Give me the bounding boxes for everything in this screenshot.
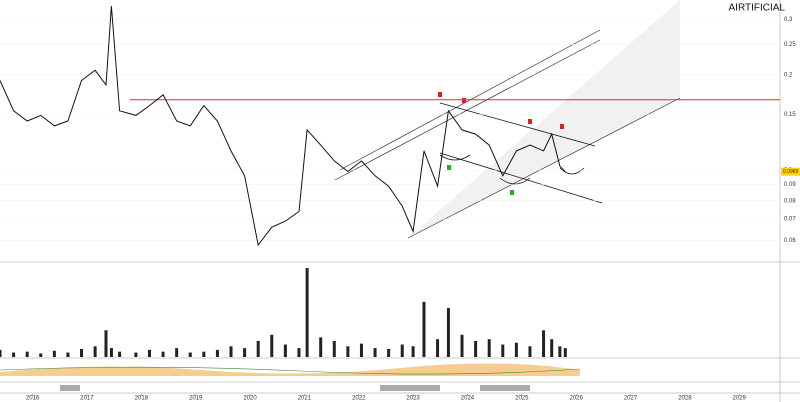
- volume-bar: [373, 348, 377, 357]
- volume-bar: [542, 330, 546, 357]
- indicator-strip: [60, 385, 80, 391]
- chart-title: AIRTIFICIAL: [729, 3, 786, 14]
- volume-bar: [487, 339, 491, 357]
- marker: [510, 190, 514, 195]
- volume-bar: [346, 346, 350, 357]
- y-tick-label: 0.25: [784, 42, 796, 48]
- volume-bar: [66, 352, 70, 357]
- marker: [462, 98, 466, 103]
- indicator-strip: [380, 385, 440, 391]
- trend-line: [439, 102, 596, 147]
- volume-bar: [80, 348, 84, 357]
- x-tick-label: 2016: [26, 396, 40, 402]
- volume-bar: [332, 340, 336, 357]
- volume-bar: [0, 349, 2, 357]
- y-tick-label: 0.3: [784, 17, 793, 23]
- arc: [499, 177, 531, 185]
- x-tick-label: 2023: [406, 396, 420, 402]
- x-tick-label: 2018: [135, 396, 149, 402]
- indicator-line: [0, 366, 581, 375]
- volume-bar: [411, 346, 415, 357]
- x-tick-label: 2017: [80, 396, 94, 402]
- marker: [447, 165, 451, 170]
- volume-bar: [563, 348, 567, 357]
- volume-bar: [188, 352, 192, 357]
- last-price-box: [781, 167, 800, 176]
- volume-bar: [387, 348, 391, 357]
- volume-bar: [446, 308, 450, 357]
- x-tick-label: 2019: [189, 396, 203, 402]
- arc: [439, 154, 471, 161]
- volume-bar: [215, 349, 219, 357]
- volume-bar: [147, 349, 151, 357]
- x-tick-label: 2025: [515, 396, 529, 402]
- marker: [438, 92, 442, 97]
- x-tick-label: 2021: [298, 396, 312, 402]
- volume-bar: [109, 348, 113, 357]
- channel-line: [334, 39, 601, 181]
- volume-bar: [39, 353, 43, 357]
- volume-bar: [93, 346, 97, 357]
- volume-bar: [550, 339, 554, 357]
- volume-bar: [25, 351, 29, 357]
- x-tick-label: 2028: [678, 396, 692, 402]
- price-line: [0, 6, 566, 247]
- x-tick-label: 2022: [352, 396, 366, 402]
- volume-bar: [52, 350, 56, 357]
- x-tick-label: 2029: [733, 396, 747, 402]
- channel-fill: [408, 0, 680, 238]
- volume-bar: [243, 348, 247, 357]
- volume-bar: [474, 340, 478, 357]
- volume-bar: [359, 343, 363, 357]
- volume-bar: [270, 334, 274, 357]
- x-tick-label: 2027: [624, 396, 638, 402]
- channel-line: [407, 97, 681, 239]
- volume-bar: [528, 346, 532, 357]
- volume-bar: [400, 344, 404, 357]
- y-tick-label: 0.2: [784, 72, 793, 78]
- volume-bar: [305, 268, 309, 357]
- volume-bar: [297, 348, 301, 357]
- marker: [528, 119, 532, 124]
- volume-bar: [134, 352, 138, 357]
- x-tick-label: 2024: [461, 396, 475, 402]
- volume-bar: [104, 330, 108, 357]
- marker: [560, 124, 564, 129]
- y-tick-label: 0.07: [784, 217, 796, 223]
- y-tick-label: 0.08: [784, 198, 796, 204]
- indicator-area: [0, 363, 580, 376]
- x-tick-label: 2026: [569, 396, 583, 402]
- volume-bar: [460, 334, 464, 357]
- volume-bar: [118, 351, 122, 357]
- y-tick-label: 0.06: [784, 238, 796, 244]
- volume-bar: [514, 342, 518, 357]
- x-tick-label: 2020: [243, 396, 257, 402]
- volume-bar: [422, 301, 426, 357]
- volume-bar: [501, 344, 505, 357]
- y-tick-label: 0.09: [784, 182, 796, 188]
- volume-bar: [436, 339, 440, 357]
- volume-bar: [319, 337, 323, 357]
- trend-line: [439, 152, 603, 204]
- y-tick-label: 0.15: [784, 112, 796, 118]
- arc: [559, 167, 585, 175]
- volume-bar: [161, 351, 165, 357]
- indicator-strip: [480, 385, 530, 391]
- volume-bar: [283, 344, 287, 357]
- volume-bar: [558, 346, 562, 357]
- volume-bar: [202, 351, 206, 357]
- volume-bar: [256, 340, 260, 357]
- volume-bar: [229, 346, 233, 357]
- last-price-label: 0.0989: [783, 169, 799, 175]
- volume-bar: [12, 352, 16, 357]
- volume-bar: [175, 348, 179, 357]
